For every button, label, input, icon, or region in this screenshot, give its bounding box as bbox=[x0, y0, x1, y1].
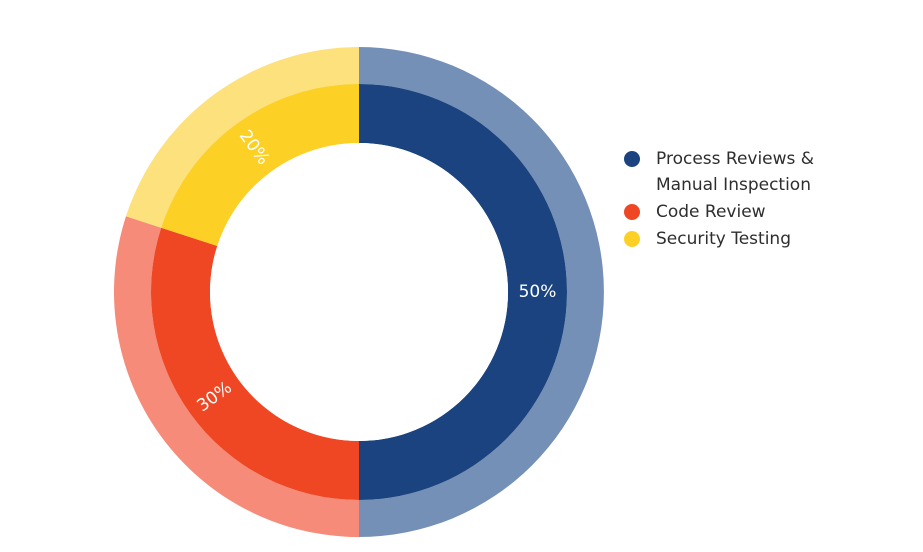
donut-center bbox=[210, 143, 508, 441]
legend-label-code-review: Code Review bbox=[656, 202, 766, 222]
slice-process-reviews-and-manual-inspection bbox=[359, 84, 567, 500]
legend-swatch-process-reviews-and-manual-inspection bbox=[624, 151, 640, 167]
outer-ring-process-reviews-and-manual-inspection bbox=[359, 47, 604, 537]
chart-legend: Process Reviews & Manual Inspection Code … bbox=[624, 146, 864, 253]
legend-item-code-review: Code Review bbox=[624, 199, 864, 225]
legend-item-security-testing: Security Testing bbox=[624, 226, 864, 252]
legend-swatch-code-review bbox=[624, 204, 640, 220]
outer-ring-security-testing bbox=[125, 47, 359, 228]
legend-label-process-reviews-and-manual-inspection: Process Reviews & Manual Inspection bbox=[656, 149, 815, 195]
legend-label-security-testing: Security Testing bbox=[656, 229, 791, 249]
legend-item-process-reviews-and-manual-inspection: Process Reviews & Manual Inspection bbox=[624, 146, 864, 198]
legend-swatch-security-testing bbox=[624, 231, 640, 247]
outer-ring-code-review bbox=[114, 216, 360, 537]
slice-code-review bbox=[150, 227, 359, 500]
slice-security-testing bbox=[161, 84, 359, 246]
slice-label-process-reviews-and-manual-inspection: 50% bbox=[519, 282, 557, 302]
